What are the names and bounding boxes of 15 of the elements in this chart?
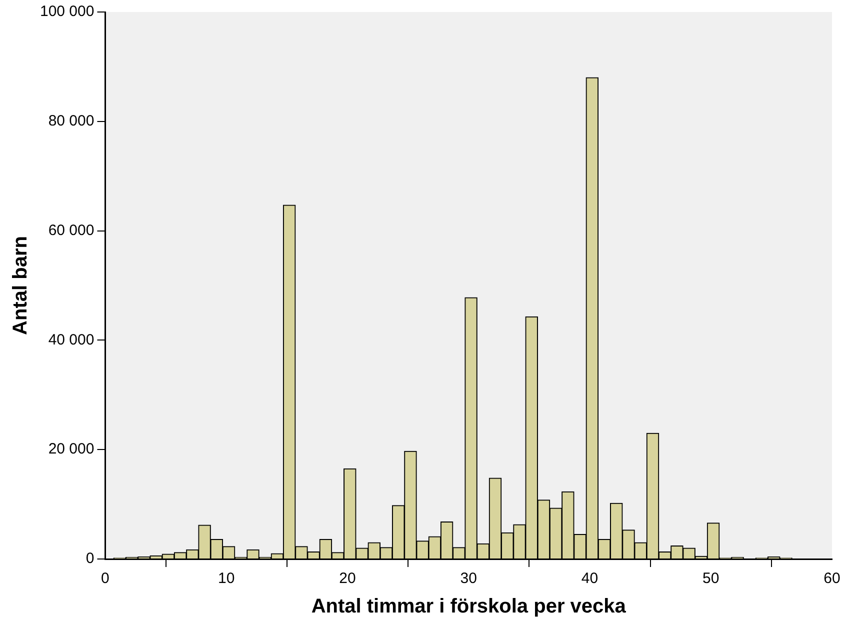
y-tick-label: 100 000: [40, 3, 94, 20]
y-tick-label: 0: [86, 550, 94, 568]
x-axis-title: Antal timmar i förskola per vecka: [311, 596, 627, 618]
x-tick-label: 50: [702, 570, 720, 588]
x-tick-label: 10: [218, 570, 235, 588]
x-tick-label: 20: [339, 570, 356, 588]
x-tick-label: 60: [824, 570, 840, 588]
x-tick-label: 30: [460, 570, 477, 588]
y-tick-label: 20 000: [48, 440, 94, 458]
y-tick-label: 40 000: [48, 331, 94, 348]
x-tick-label: 40: [581, 570, 598, 588]
y-axis-title: Antal barn: [10, 236, 32, 335]
y-tick-label: 60 000: [48, 222, 94, 239]
y-tick-label: 80 000: [48, 112, 94, 130]
x-tick-label: 0: [101, 570, 110, 588]
